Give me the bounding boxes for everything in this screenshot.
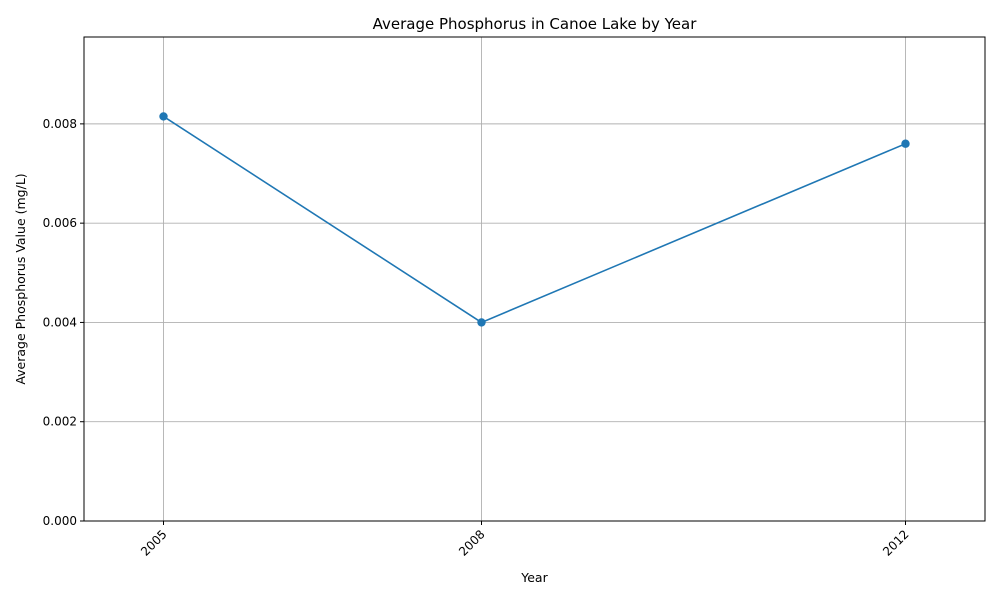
series-layer <box>159 112 910 327</box>
y-tick-label: 0.004 <box>43 315 77 329</box>
y-tick-label: 0.000 <box>43 514 77 528</box>
y-tick-label: 0.008 <box>43 117 77 131</box>
y-axis-label: Average Phosphorus Value (mg/L) <box>13 173 28 384</box>
chart-title: Average Phosphorus in Canoe Lake by Year <box>373 15 698 33</box>
x-axis-label: Year <box>520 570 548 585</box>
data-point <box>901 139 910 148</box>
y-tick-label: 0.002 <box>43 415 77 429</box>
y-axis-ticks: 0.000 0.002 0.004 0.006 0.008 <box>43 117 84 528</box>
data-point <box>477 318 486 327</box>
plot-frame <box>83 36 986 522</box>
y-tick-label: 0.006 <box>43 216 77 230</box>
data-point <box>159 112 168 121</box>
